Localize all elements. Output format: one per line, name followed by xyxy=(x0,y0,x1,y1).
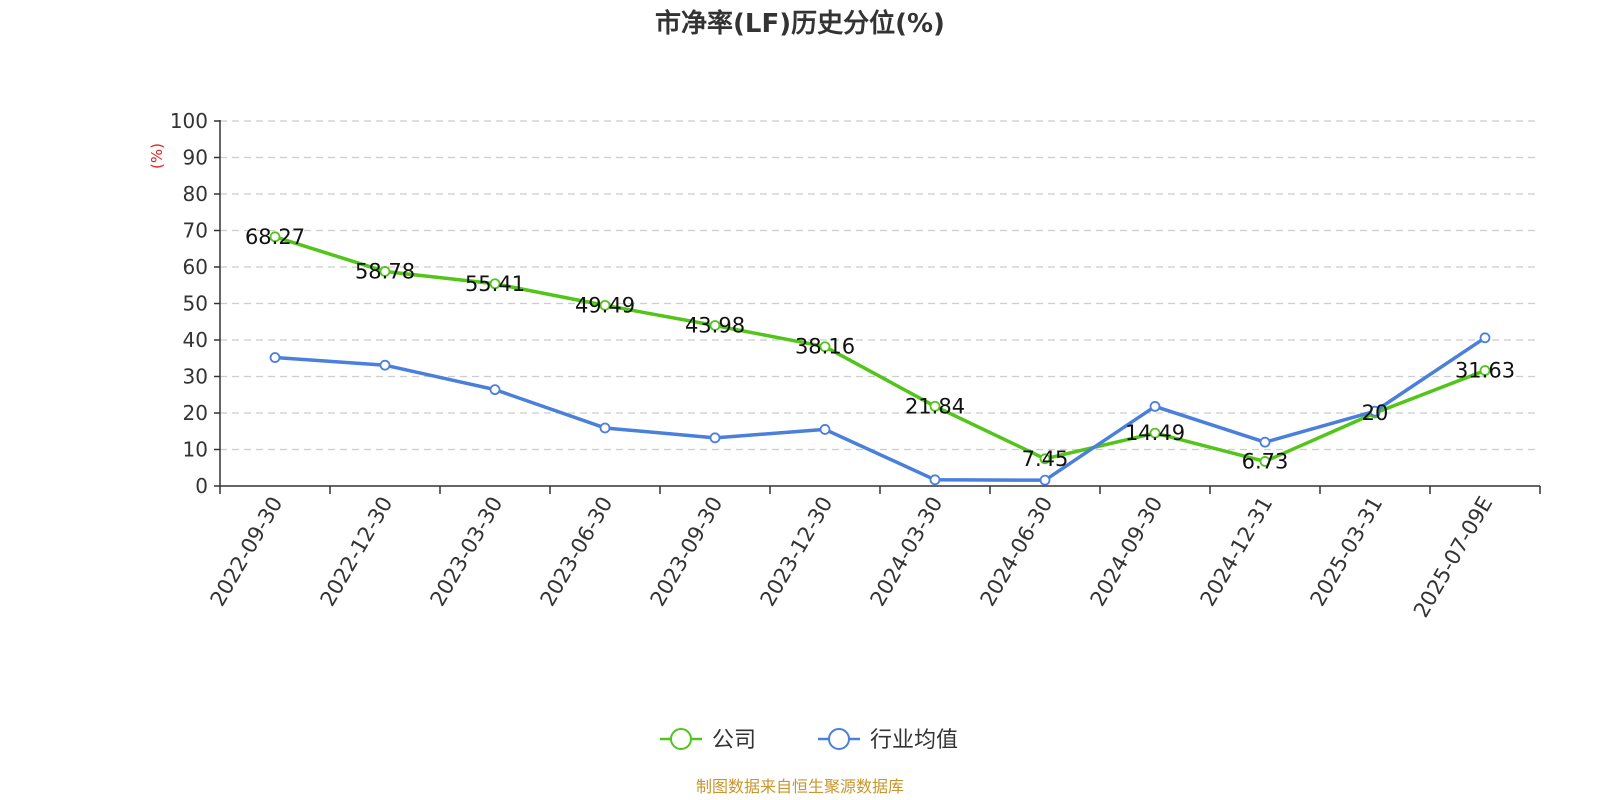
data-point xyxy=(379,266,391,277)
legend: 公司 行业均值 xyxy=(660,728,958,753)
x-tick-label: 2025-07-09E xyxy=(1409,493,1497,622)
x-tick-label: 2022-09-30 xyxy=(206,493,288,611)
data-point xyxy=(1039,453,1051,465)
data-point xyxy=(269,352,281,363)
data-point xyxy=(269,231,281,243)
data-label: 21.84 xyxy=(905,394,965,418)
series-industry-average xyxy=(269,332,1491,486)
data-label: 68.27 xyxy=(245,225,305,249)
legend-item: 公司 xyxy=(660,728,756,753)
data-point xyxy=(819,424,831,435)
x-tick-label: 2022-12-30 xyxy=(316,493,398,611)
series-layer xyxy=(269,231,1491,486)
x-tick-label: 2023-12-30 xyxy=(756,493,838,611)
y-tick-label: 90 xyxy=(183,146,208,170)
data-point xyxy=(1149,401,1161,412)
data-point xyxy=(489,278,501,290)
data-point xyxy=(1479,332,1491,344)
y-tick-label: 80 xyxy=(183,182,208,206)
data-label: 31.63 xyxy=(1455,359,1515,383)
y-tick-label: 100 xyxy=(170,109,208,133)
data-point xyxy=(1149,427,1161,439)
y-tick-label: 20 xyxy=(183,401,208,425)
data-label: 58.78 xyxy=(355,259,415,283)
data-point xyxy=(709,432,721,444)
grid-layer xyxy=(220,120,1540,451)
data-label: 49.49 xyxy=(575,293,635,317)
y-tick-label: 0 xyxy=(195,474,208,498)
data-point xyxy=(819,341,831,353)
legend-label: 公司 xyxy=(712,728,756,753)
data-point xyxy=(599,299,611,311)
data-point xyxy=(709,320,721,331)
data-point xyxy=(599,422,611,434)
data-label: 14.49 xyxy=(1125,421,1185,445)
source-note: 制图数据来自恒生聚源数据库 xyxy=(696,777,904,796)
y-axis-unit: (%) xyxy=(148,143,166,169)
y-tick-label: 40 xyxy=(183,328,208,352)
x-tick-label: 2023-09-30 xyxy=(646,493,728,611)
x-tick-label: 2025-03-31 xyxy=(1306,493,1388,611)
legend-label: 行业均值 xyxy=(870,728,958,753)
data-point xyxy=(1259,456,1271,467)
data-label: 38.16 xyxy=(795,335,855,359)
data-label-layer: 68.27 58.78 55.41 49.49 43.98 38.16 21.84 7.45 1… xyxy=(245,225,1515,474)
y-tick-label: 50 xyxy=(183,292,208,316)
data-point xyxy=(379,359,391,371)
data-point xyxy=(489,384,501,396)
data-point xyxy=(1039,474,1051,486)
legend-marker xyxy=(670,728,692,750)
y-tick-label: 70 xyxy=(183,219,208,243)
y-tick-label: 30 xyxy=(183,365,208,389)
x-tick-label: 2024-12-31 xyxy=(1196,493,1278,611)
x-tick-label: 2023-06-30 xyxy=(536,493,618,611)
data-label: 20 xyxy=(1362,401,1389,425)
data-point xyxy=(1479,365,1491,376)
data-point xyxy=(929,400,941,412)
x-tick-label: 2023-03-30 xyxy=(426,493,508,611)
legend-item: 行业均值 xyxy=(818,728,958,753)
data-label: 43.98 xyxy=(685,313,745,337)
x-tick-label: 2024-06-30 xyxy=(976,493,1058,611)
x-tick-label: 2024-03-30 xyxy=(866,493,948,611)
y-tick-label: 60 xyxy=(183,255,208,279)
legend-marker xyxy=(828,728,850,750)
data-label: 7.45 xyxy=(1022,447,1069,471)
series-line xyxy=(274,235,1486,464)
data-label: 6.73 xyxy=(1242,449,1289,473)
data-point xyxy=(929,474,941,486)
series-line xyxy=(274,336,1486,482)
chart-title: 市净率(LF)历史分位(%) xyxy=(655,8,945,39)
data-label: 55.41 xyxy=(465,272,525,296)
data-point xyxy=(1259,436,1271,448)
y-tick-label: 10 xyxy=(183,438,208,462)
data-point xyxy=(1369,405,1381,417)
x-tick-label: 2024-09-30 xyxy=(1086,493,1168,611)
